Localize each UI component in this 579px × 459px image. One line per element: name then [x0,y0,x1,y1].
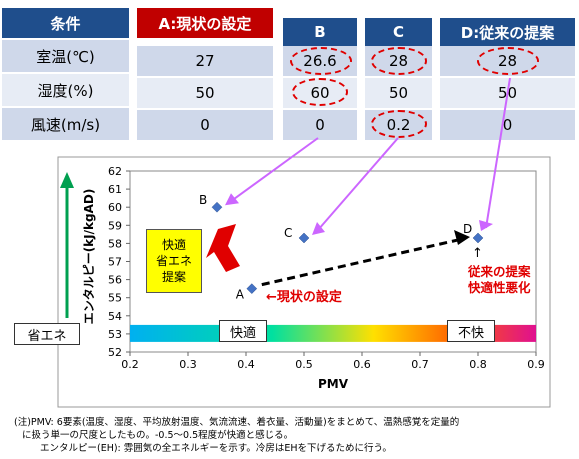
d-note: 従来の提案 快適性悪化 [468,264,531,296]
save-energy-label: 省エネ [14,323,80,345]
chart-frame [57,156,551,408]
x-tick-label: 0.5 [295,358,313,371]
red-up-arrow [206,224,240,272]
cell-a-temp: 27 [137,46,273,76]
y-tick-label: 58 [108,237,122,250]
proposal-line-2: 省エネ [155,254,192,268]
x-tick-label: 0.4 [237,358,255,371]
highlight-b-temp [290,47,352,75]
current-setting-label: ←現状の設定 [266,290,342,305]
y-tick-label: 55 [108,292,122,305]
y-tick-label: 53 [108,328,122,341]
d-note-line-1: 従来の提案 [468,264,531,279]
y-tick-label: 54 [108,310,122,323]
point-label-d: D [463,222,472,236]
y-tick-label: 57 [108,256,122,269]
x-axis-label: PMV [318,377,349,391]
d-note-line-2: 快適性悪化 [468,280,531,295]
callout-head-b [225,193,239,206]
highlight-b-humidity [292,78,348,106]
callout-line-c [317,137,399,231]
comfort-label: 快適 [219,320,267,342]
y-tick-label: 62 [108,165,122,178]
header-c: C [365,18,432,46]
y-tick-label: 56 [108,274,122,287]
a-to-d-arrowhead [454,229,470,245]
x-tick-label: 0.8 [469,358,487,371]
y-tick-label: 52 [108,346,122,359]
proposal-line-3: 提案 [161,270,186,284]
discomfort-label: 不快 [447,320,495,342]
x-tick-label: 0.9 [527,358,545,371]
proposal-line-1: 快適 [161,238,186,252]
row-label-wind: 風速(m/s) [2,108,129,140]
header-d: D:従来の提案 [440,18,575,46]
header-b: B [283,18,357,46]
data-point-c [298,232,310,244]
highlight-c-wind [371,110,427,138]
data-point-b [211,201,223,213]
highlight-c-temp [371,47,427,75]
note-line-1: (注)PMV: 6要素(温度、湿度、平均放射温度、気流流速、着衣量、活動量)をま… [14,417,460,428]
cell-c-humidity: 50 [365,78,432,108]
note-line-2: に扱う単一の尺度としたもの。-0.5～0.5程度が快適と感じる。 [22,430,294,441]
cell-d-wind: 0 [440,110,575,140]
note-line-3: エンタルピー(EH): 雰囲気の全エネルギーを示す。冷房はEHを下げるために行う… [40,443,392,454]
highlight-d-temp [477,47,539,75]
x-tick-label: 0.2 [121,358,139,371]
data-point-a [246,283,258,295]
callout-line-b [230,137,319,203]
proposal-box: 快適 省エネ 提案 [146,229,202,293]
x-tick-label: 0.7 [411,358,429,371]
green-axis-arrowhead [60,172,74,188]
point-label-a: A [236,288,245,302]
data-point-d [472,232,484,244]
x-tick-label: 0.6 [353,358,371,371]
callout-head-d [479,219,493,231]
x-tick-label: 0.3 [179,358,197,371]
point-label-b: B [199,193,207,207]
callout-line-d [485,77,511,229]
row-label-temp: 室温(℃) [2,40,129,72]
y-axis-label: エンタルピー(kJ/kgAD) [82,189,96,325]
header-a: A:現状の設定 [137,8,273,38]
callout-head-c [312,221,325,235]
cell-a-wind: 0 [137,110,273,140]
d-arrow-glyph: ↑ [472,246,483,261]
y-tick-label: 61 [108,183,122,196]
cell-b-wind: 0 [283,110,357,140]
a-to-d-dashed-arrow [261,238,459,287]
y-tick-label: 59 [108,219,122,232]
y-tick-label: 60 [108,201,122,214]
header-condition: 条件 [2,8,129,38]
row-label-humidity: 湿度(%) [2,74,129,106]
cell-a-humidity: 50 [137,78,273,108]
point-label-c: C [284,226,292,240]
